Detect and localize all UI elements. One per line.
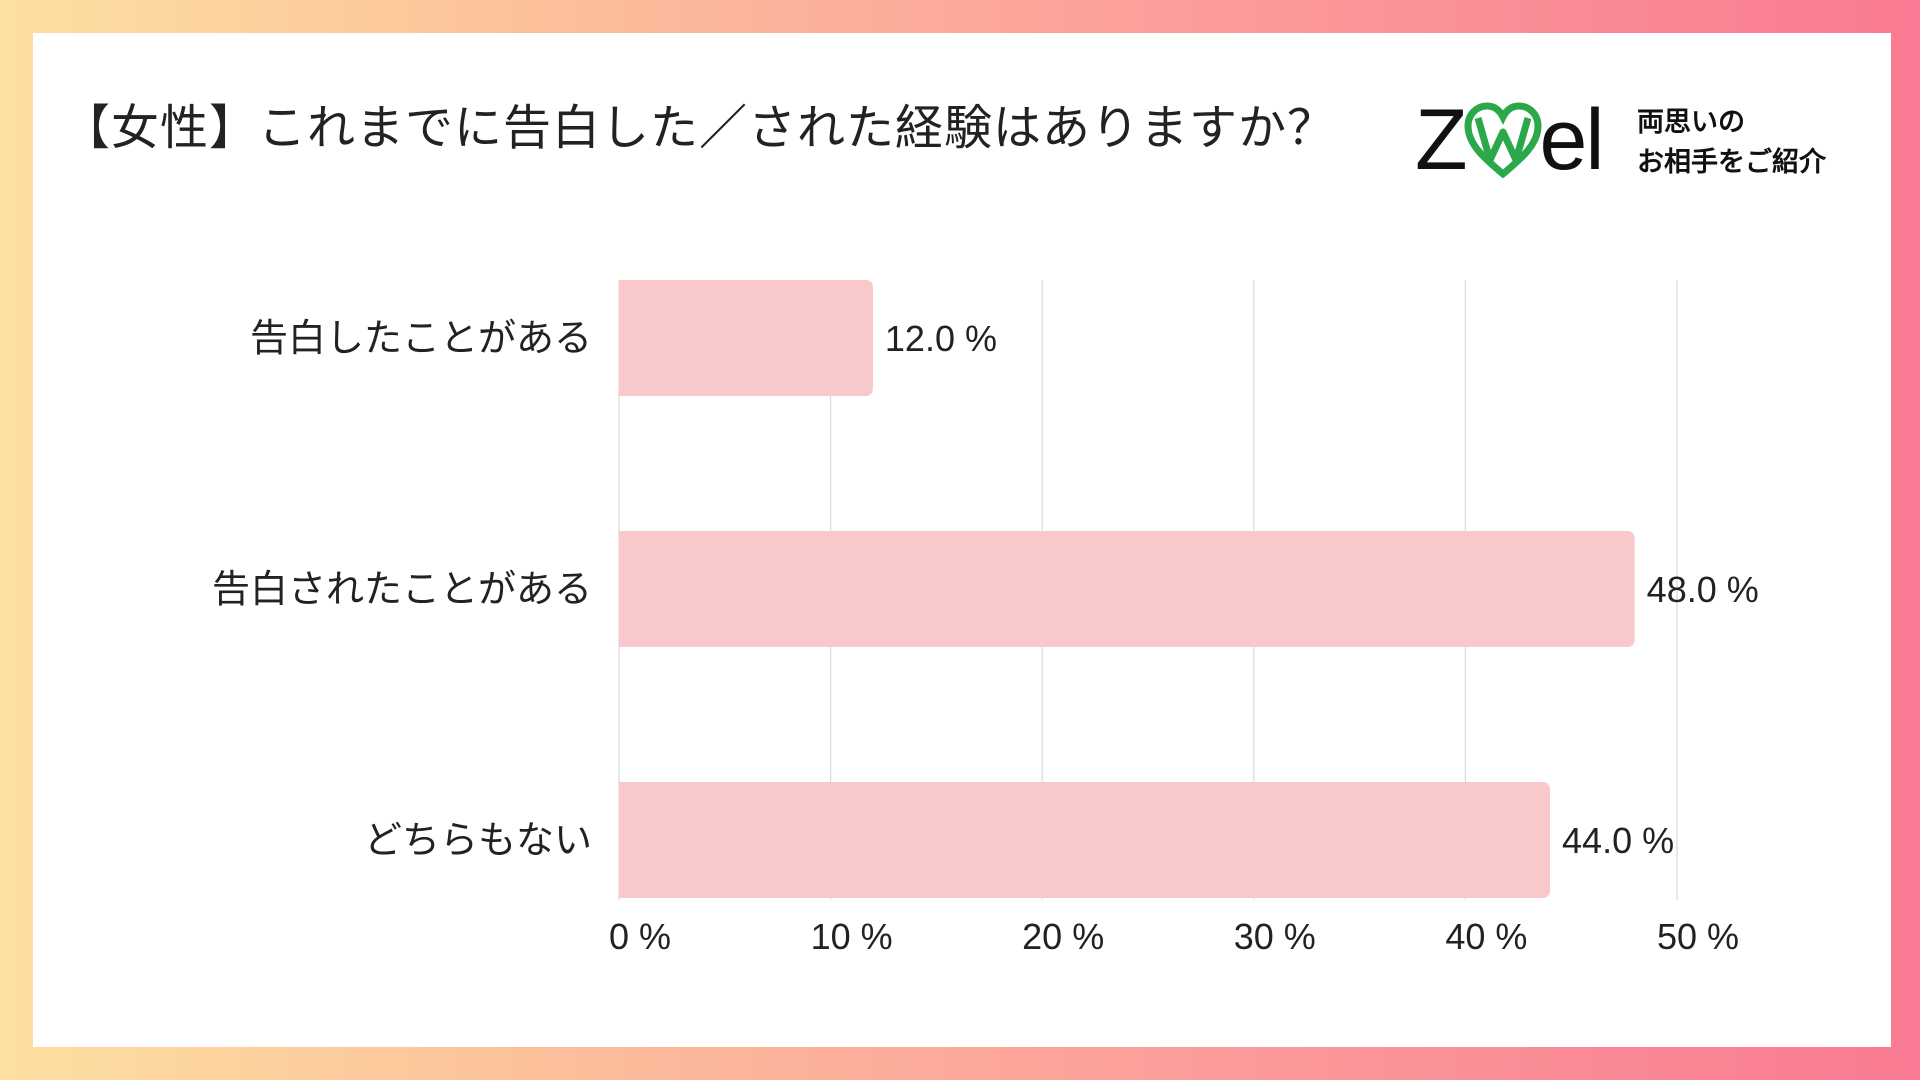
bar-1: [619, 531, 1635, 647]
value-label-0: 12.0 %: [885, 318, 997, 359]
bar-0: [619, 280, 873, 396]
tick-label-50: 50 %: [1657, 916, 1739, 957]
brand-logo: Z el 両思いの お相手をご紹介: [1415, 95, 1855, 205]
category-label-1: 告白されたことがある: [212, 567, 592, 611]
category-label-0: 告白したことがある: [250, 316, 592, 360]
tick-label-0: 0 %: [609, 916, 671, 957]
value-label-2: 44.0 %: [1562, 820, 1674, 861]
tagline-line-1: 両思いの: [1637, 107, 1745, 138]
logo-tagline: 両思いの お相手をご紹介: [1637, 103, 1826, 183]
category-label-2: どちらもない: [364, 818, 592, 862]
logo-letter-z: Z: [1415, 92, 1468, 188]
heart-w-icon: [1464, 102, 1542, 178]
bar-2: [619, 782, 1551, 898]
logo-wordmark: Z el: [1415, 92, 1605, 188]
tick-label-10: 10 %: [811, 916, 893, 957]
tick-label-20: 20 %: [1022, 916, 1104, 957]
tick-label-40: 40 %: [1445, 916, 1527, 957]
value-label-1: 48.0 %: [1647, 569, 1759, 610]
tick-label-30: 30 %: [1234, 916, 1316, 957]
chart-title: 【女性】これまでに告白した／された経験はありますか？: [62, 100, 1337, 156]
tagline-line-2: お相手をご紹介: [1637, 147, 1826, 178]
logo-letters-el: el: [1539, 92, 1605, 188]
